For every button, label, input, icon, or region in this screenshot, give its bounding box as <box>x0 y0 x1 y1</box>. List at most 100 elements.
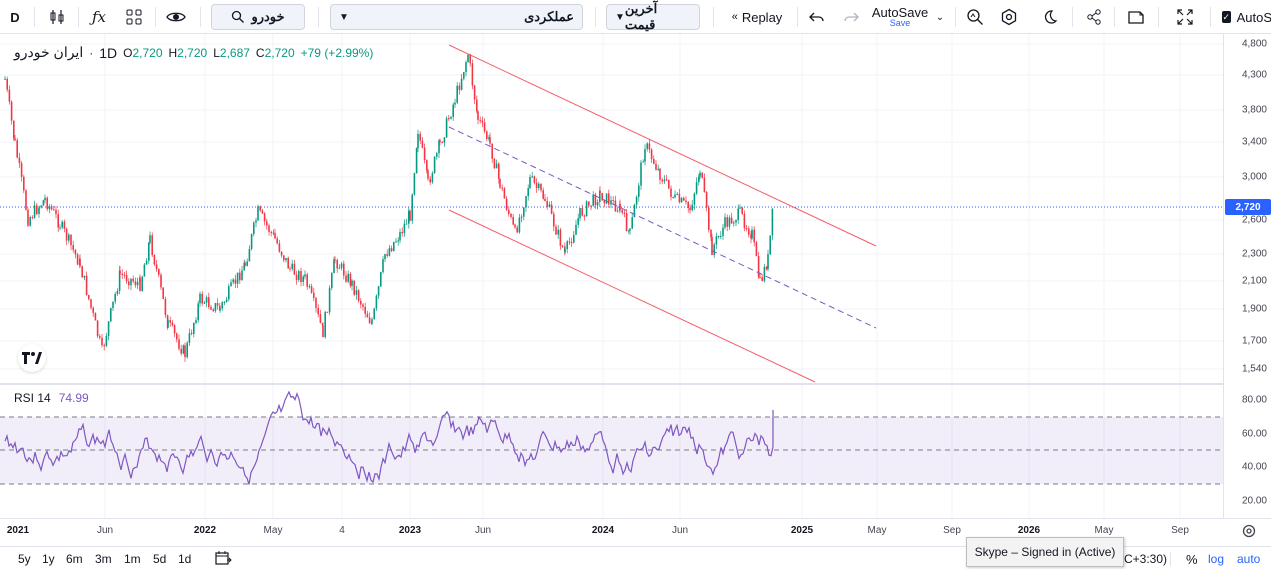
interval-button[interactable]: D <box>10 9 20 25</box>
price-axis[interactable]: 4,800 4,300 3,800 3,400 3,000 2,600 2,300 2,100… <box>1223 34 1271 518</box>
settings-icon[interactable] <box>997 4 1021 30</box>
fullscreen-icon[interactable] <box>1173 4 1197 30</box>
time-axis[interactable]: 2021 Jun 2022 May 4 2023 Jun 2024 Jun 2025 May Sep 2… <box>0 518 1271 546</box>
candle-body <box>594 194 597 206</box>
indicators-icon[interactable]: ƒx <box>91 8 106 26</box>
goto-date-icon[interactable] <box>214 550 232 569</box>
candle-body <box>608 193 610 205</box>
settings-gear-icon[interactable] <box>1241 523 1257 542</box>
candle-body <box>44 197 46 201</box>
candles-icon[interactable] <box>44 4 70 30</box>
chevron-down-icon[interactable]: ⌄ <box>935 11 945 23</box>
candle-body <box>293 263 296 275</box>
percent-toggle[interactable]: % <box>1186 552 1198 567</box>
candle-body <box>114 293 116 302</box>
candle-body <box>234 279 237 284</box>
candle-body <box>261 210 264 214</box>
time-tick-label: 2026 <box>1017 525 1041 536</box>
candle-body <box>368 317 371 324</box>
candle-body <box>397 240 399 242</box>
candle-body <box>20 163 23 177</box>
candle-body <box>715 236 718 245</box>
candle-body <box>94 313 97 321</box>
autosave-button[interactable]: AutoSave Save <box>868 4 932 30</box>
candle-body <box>310 286 313 293</box>
candle-body <box>83 275 86 278</box>
candle-body <box>246 261 248 266</box>
symbol-legend[interactable]: ایران خودرو · 1D O2,720 H2,720 L2,687 C2… <box>14 44 373 61</box>
bottom-toolbar: 5y 1y 6m 3m 1m 5d 1d C+3:30) % log auto <box>0 546 1271 569</box>
candle-body <box>417 133 419 149</box>
channel-upper-line[interactable] <box>448 44 877 247</box>
legend-separator: · <box>89 45 94 60</box>
range-button-1m[interactable]: 1m <box>124 552 141 566</box>
candle-body <box>555 226 557 235</box>
range-button-1d[interactable]: 1d <box>178 552 192 566</box>
candle-body <box>728 217 731 227</box>
channel-midline[interactable] <box>448 126 877 329</box>
candle-body <box>38 207 40 215</box>
checkbox-icon[interactable]: ✓ <box>1222 11 1231 23</box>
replay-button[interactable]: « Replay <box>726 4 788 30</box>
range-button-6m[interactable]: 6m <box>66 552 83 566</box>
share-icon[interactable] <box>1082 4 1106 30</box>
candle-body <box>349 273 352 286</box>
snapshot-icon[interactable] <box>1124 4 1148 30</box>
candle-body <box>655 163 657 170</box>
undo-icon[interactable] <box>806 4 828 30</box>
candle-body <box>14 138 16 141</box>
search-icon <box>232 10 245 23</box>
price-tick-label: 4,800 <box>1241 38 1267 50</box>
candle-body <box>171 322 174 326</box>
candle-body <box>477 111 479 120</box>
tradingview-logo[interactable] <box>18 344 46 372</box>
candle-body <box>338 267 341 269</box>
symbol-search-button[interactable]: خودرو <box>211 4 305 30</box>
price-source-select[interactable]: ▼ آخرین قیمت <box>606 1 700 32</box>
chart-pane[interactable]: 4,800 4,300 3,800 3,400 3,000 2,600 2,300 2,100… <box>0 34 1271 546</box>
zoom-search-icon[interactable] <box>963 4 987 30</box>
candle-body <box>489 137 491 144</box>
candle-body <box>291 263 293 269</box>
candle-body <box>720 235 722 237</box>
candle-body <box>184 345 186 358</box>
candle-body <box>750 234 752 239</box>
redo-icon[interactable] <box>840 4 862 30</box>
range-button-5d[interactable]: 5d <box>153 552 167 566</box>
range-button-1y[interactable]: 1y <box>42 552 55 566</box>
candle-body <box>331 273 333 289</box>
last-price-tag: 2,720 <box>1225 199 1271 215</box>
price-tick-label: 3,400 <box>1241 136 1267 148</box>
candle-body <box>96 320 99 337</box>
candle-body <box>635 196 638 205</box>
candle-body <box>205 297 208 303</box>
candle-body <box>629 228 631 231</box>
candle-body <box>516 227 518 233</box>
layout-select[interactable]: ▼ عملکردی <box>330 4 583 30</box>
moon-icon[interactable] <box>1038 4 1062 30</box>
rsi-tick-label: 40.00 <box>1241 461 1267 473</box>
auto-toggle[interactable]: auto <box>1237 552 1261 566</box>
candle-body <box>685 200 687 202</box>
candle-body <box>443 137 446 143</box>
log-toggle[interactable]: log <box>1208 552 1225 566</box>
timezone-label[interactable]: C+3:30) <box>1124 552 1168 566</box>
candle-body <box>710 229 712 238</box>
candle-body <box>653 159 655 164</box>
candle-body <box>148 242 150 261</box>
range-button-5y[interactable]: 5y <box>18 552 31 566</box>
price-chart[interactable] <box>0 34 1271 518</box>
autosave-toggle[interactable]: ✓ AutoS <box>1222 4 1271 30</box>
channel-lower-line[interactable] <box>448 209 816 383</box>
chevron-down-icon: ▼ <box>339 11 349 23</box>
templates-icon[interactable] <box>121 4 147 30</box>
rsi-legend[interactable]: RSI 14 74.99 <box>14 391 89 405</box>
candle-body <box>107 321 110 336</box>
eye-icon[interactable] <box>163 4 189 30</box>
candle-body <box>340 263 343 268</box>
range-button-3m[interactable]: 3m <box>95 552 112 566</box>
candle-body <box>590 205 592 207</box>
candle-body <box>456 85 458 103</box>
rsi-tick-label: 80.00 <box>1241 394 1267 406</box>
candle-body <box>112 301 114 309</box>
